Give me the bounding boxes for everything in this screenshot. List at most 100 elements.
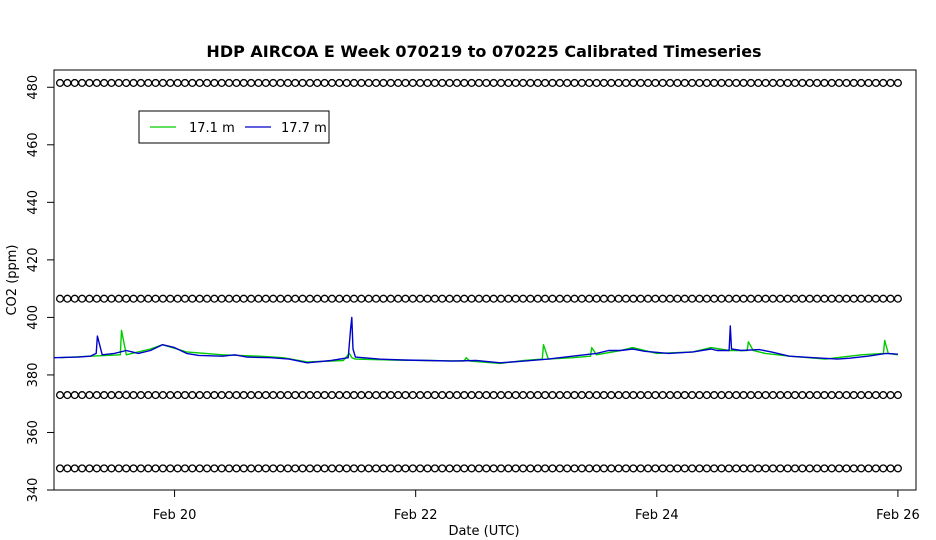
reference-point-1-101 [798,294,807,303]
reference-point-1-73 [592,294,601,303]
reference-point-3-106 [835,464,844,473]
reference-point-1-8 [114,294,123,303]
reference-point-0-109 [857,78,866,87]
reference-point-2-12 [144,391,153,400]
x-tick-label-2: Feb 24 [635,508,679,523]
reference-point-1-39 [342,294,351,303]
reference-point-2-50 [423,391,432,400]
reference-point-3-49 [416,464,425,473]
series-line-17-7-m [53,316,898,364]
reference-point-1-34 [305,294,314,303]
reference-point-0-41 [357,78,366,87]
reference-point-1-92 [732,294,741,303]
reference-point-2-111 [871,391,880,400]
reference-point-3-36 [320,464,329,473]
reference-point-3-33 [298,464,307,473]
reference-point-2-78 [629,391,638,400]
reference-point-2-11 [136,391,145,400]
reference-point-0-31 [283,78,292,87]
reference-point-0-29 [269,78,278,87]
reference-point-3-82 [658,464,667,473]
reference-point-3-94 [746,464,755,473]
y-axis-label: CO2 (ppm) [5,244,20,315]
reference-point-1-54 [452,294,461,303]
reference-point-3-51 [430,464,439,473]
reference-point-0-32 [291,78,300,87]
reference-point-3-30 [276,464,285,473]
reference-point-2-6 [100,391,109,400]
reference-point-3-104 [820,464,829,473]
reference-point-3-34 [305,464,314,473]
reference-point-0-88 [702,78,711,87]
reference-point-1-69 [563,294,572,303]
reference-point-2-20 [202,391,212,400]
reference-point-1-110 [864,294,873,303]
reference-point-2-56 [467,391,476,400]
reference-point-0-95 [754,78,763,87]
reference-point-2-112 [879,391,888,400]
reference-point-3-44 [379,464,388,473]
reference-point-0-81 [651,78,660,87]
reference-point-2-48 [408,391,417,400]
legend-label-17-1m: 17.1 m [189,121,235,136]
reference-point-1-72 [585,294,594,303]
reference-point-0-21 [210,78,219,87]
reference-point-3-18 [188,464,197,473]
reference-point-1-76 [614,294,623,303]
reference-point-3-42 [364,464,373,473]
reference-point-3-8 [114,464,123,473]
reference-point-1-15 [166,294,175,303]
reference-point-1-62 [511,294,520,303]
reference-point-1-47 [401,294,410,303]
reference-point-2-65 [533,391,542,400]
reference-point-1-75 [607,294,616,303]
reference-point-0-35 [313,78,322,87]
reference-point-1-61 [504,294,513,303]
reference-point-1-24 [232,294,241,303]
reference-point-2-23 [225,391,234,400]
reference-point-2-89 [710,391,719,400]
y-tick-label-7: 480 [26,75,41,100]
reference-point-2-31 [283,391,292,400]
reference-point-2-47 [401,391,410,400]
reference-point-0-9 [122,78,131,87]
reference-point-2-80 [643,391,653,400]
reference-point-1-114 [893,294,902,303]
reference-point-0-105 [827,78,836,87]
reference-point-2-70 [570,391,579,400]
reference-point-1-99 [783,294,792,303]
reference-point-3-101 [798,464,807,473]
legend-label-17-7m: 17.7 m [281,121,327,136]
reference-point-2-64 [526,391,535,400]
reference-point-2-90 [717,391,726,400]
reference-point-0-102 [805,78,814,87]
reference-point-0-25 [239,78,248,87]
reference-point-1-78 [629,294,638,303]
reference-point-0-59 [489,78,498,87]
reference-point-0-112 [879,78,888,87]
reference-point-1-105 [827,294,836,303]
reference-point-0-87 [695,78,704,87]
reference-point-0-97 [768,78,778,87]
reference-point-1-84 [673,294,682,303]
reference-point-1-1 [63,294,72,303]
reference-point-1-65 [533,294,542,303]
reference-point-2-55 [460,391,469,400]
reference-point-2-85 [680,391,689,400]
reference-point-1-95 [754,294,763,303]
reference-point-0-27 [254,78,263,87]
x-tick-label-1: Feb 22 [394,508,438,523]
reference-point-2-74 [599,391,608,400]
reference-point-3-70 [570,464,579,473]
reference-point-3-87 [695,464,704,473]
reference-point-2-79 [636,391,645,400]
reference-point-1-44 [379,294,388,303]
reference-point-2-13 [151,391,160,400]
reference-point-1-13 [151,294,160,303]
reference-point-3-64 [526,464,535,473]
reference-point-0-100 [790,78,800,87]
reference-point-3-41 [357,464,366,473]
reference-point-0-34 [305,78,314,87]
reference-point-3-2 [70,464,79,473]
